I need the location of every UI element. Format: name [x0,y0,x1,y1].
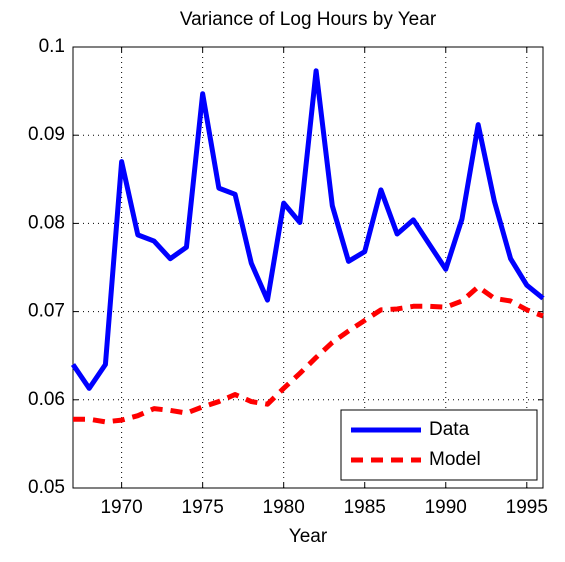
x-tick-label: 1990 [425,497,467,518]
x-tick-label: 1980 [263,497,305,518]
y-tick-label: 0.06 [28,389,65,410]
x-tick-label: 1970 [100,497,142,518]
plot-frame [72,46,544,489]
x-tick-label: 1985 [344,497,386,518]
data-line [73,284,544,425]
y-tick-label: 0.09 [28,124,65,145]
y-tick-label: 0.1 [39,36,65,57]
y-tick-label: 0.05 [28,477,65,498]
x-tick-label: 1975 [182,497,224,518]
legend-label: Data [429,419,470,440]
x-tick-label: 1995 [506,497,548,518]
chart-title: Variance of Log Hours by Year [180,9,437,30]
data-line [70,68,545,391]
y-tick-label: 0.07 [28,301,65,322]
y-tick-label: 0.08 [28,212,65,233]
legend-label: Model [429,449,481,470]
x-axis-label: Year [289,526,328,547]
legend-box [340,409,538,481]
